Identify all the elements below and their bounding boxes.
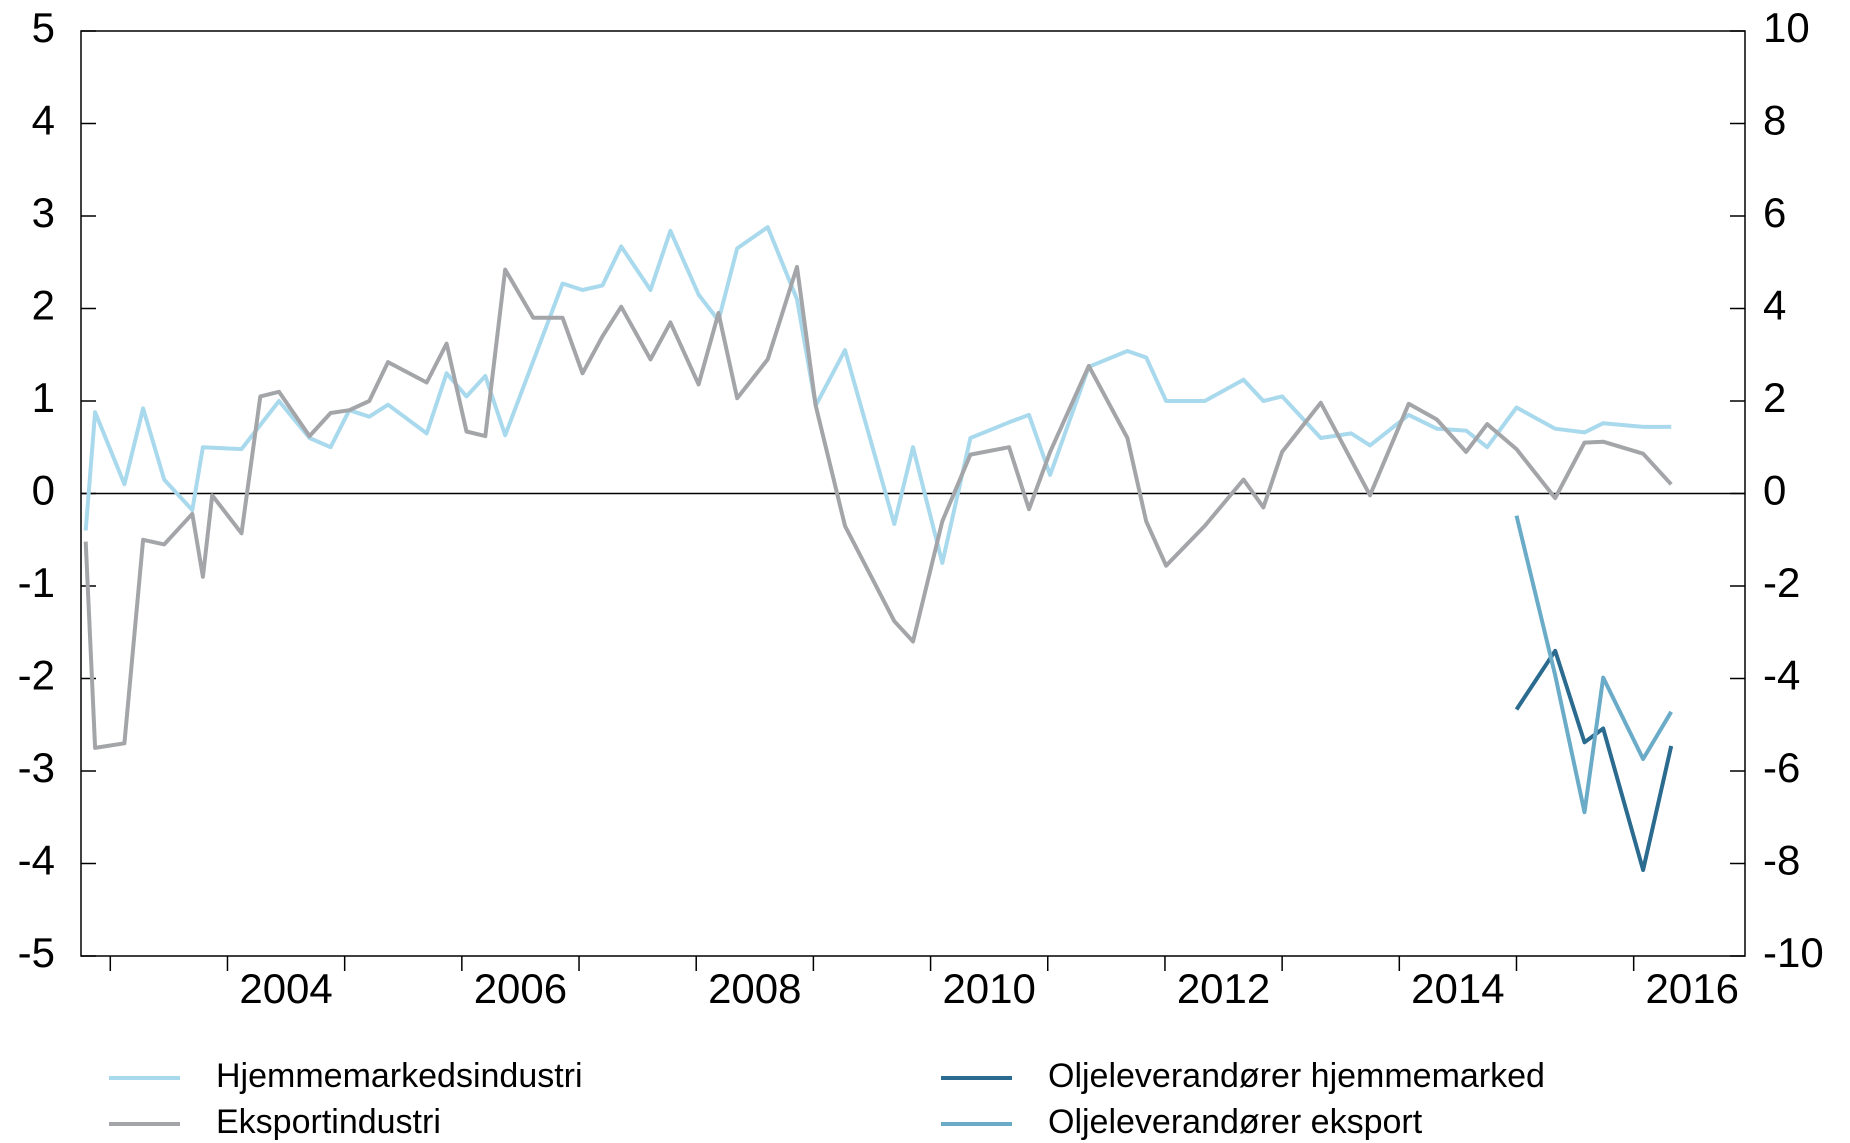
y-tick-label: -4	[18, 837, 55, 884]
series-line	[1514, 515, 1673, 815]
y2-tick-label: -10	[1763, 929, 1824, 976]
series-line	[83, 264, 1673, 750]
y-tick-label: 4	[32, 97, 55, 144]
x-tick-label: 2006	[474, 965, 567, 1012]
y2-tick-label: 4	[1763, 282, 1786, 329]
y-tick-label: -2	[18, 652, 55, 699]
y-tick-label: -5	[18, 929, 55, 976]
y2-tick-label: 0	[1763, 467, 1786, 514]
y2-tick-label: 6	[1763, 189, 1786, 236]
y-tick-label: 2	[32, 282, 55, 329]
y2-tick-label: -2	[1763, 559, 1800, 606]
x-tick-label: 2008	[708, 965, 801, 1012]
y-tick-label: -1	[18, 559, 55, 606]
y2-tick-label: 8	[1763, 97, 1786, 144]
legend-label: Oljeleverandører hjemmemarked	[1048, 1057, 1545, 1095]
y2-tick-label: -6	[1763, 744, 1800, 791]
y-tick-label: 5	[32, 4, 55, 51]
x-tick-label: 2012	[1177, 965, 1270, 1012]
x-tick-label: 2004	[239, 965, 332, 1012]
legend-label: Eksportindustri	[216, 1103, 441, 1141]
series-line	[83, 225, 1672, 565]
y-tick-label: 3	[32, 189, 55, 236]
y2-tick-label: 2	[1763, 374, 1786, 421]
x-tick-label: 2010	[942, 965, 1035, 1012]
y-tick-label: -3	[18, 744, 55, 791]
x-tick-label: 2014	[1411, 965, 1504, 1012]
y-tick-label: 1	[32, 374, 55, 421]
y-tick-label: 0	[32, 467, 55, 514]
series-line	[1514, 648, 1674, 872]
legend-label: Hjemmemarkedsindustri	[216, 1057, 583, 1095]
legend-label: Oljeleverandører eksport	[1048, 1103, 1423, 1141]
y2-tick-label: 10	[1763, 4, 1810, 51]
y2-tick-label: -8	[1763, 837, 1800, 884]
x-tick-label: 2016	[1646, 965, 1739, 1012]
y2-tick-label: -4	[1763, 652, 1800, 699]
